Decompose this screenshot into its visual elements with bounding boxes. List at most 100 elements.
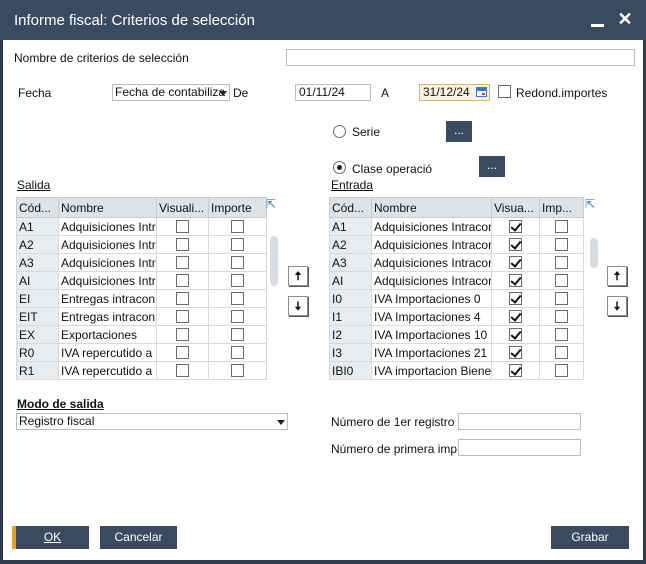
visual-checkbox[interactable] [175, 364, 189, 377]
visual-checkbox[interactable] [508, 256, 522, 269]
visual-checkbox[interactable] [175, 256, 189, 269]
clase-operacion-select-button[interactable]: ... [479, 156, 505, 177]
criteria-name-input[interactable] [286, 49, 635, 66]
visual-checkbox[interactable] [175, 292, 189, 305]
importe-checkbox[interactable] [230, 292, 244, 305]
table-row[interactable]: IBI0 IVA importacion Biene [329, 361, 584, 380]
table-row[interactable]: EX Exportaciones [16, 325, 267, 344]
expand-icon[interactable]: ⇱ [585, 197, 596, 211]
importe-checkbox[interactable] [554, 256, 568, 269]
table-row[interactable]: R1 IVA repercutido a [16, 361, 267, 380]
row-code: A3 [329, 253, 372, 272]
serie-select-button[interactable]: ... [446, 121, 472, 142]
minimize-icon[interactable] [589, 8, 607, 30]
importe-checkbox[interactable] [230, 238, 244, 251]
table-row[interactable]: A2 Adquisiciones Intracor [329, 235, 584, 254]
row-importe-cell [539, 325, 584, 344]
visual-checkbox[interactable] [508, 220, 522, 233]
move-up-button[interactable]: 🠅 [288, 266, 308, 286]
save-button[interactable]: Grabar [551, 526, 629, 549]
importe-checkbox[interactable] [554, 328, 568, 341]
importe-checkbox[interactable] [554, 238, 568, 251]
row-visual-cell [156, 361, 209, 380]
output-table-scrollbar[interactable] [270, 236, 278, 286]
calendar-icon[interactable] [476, 87, 487, 97]
table-row[interactable]: A3 Adquisiciones Intr [16, 253, 267, 272]
row-name: Entregas intracon [58, 289, 157, 308]
importe-checkbox[interactable] [230, 310, 244, 323]
output-col-code[interactable]: Cód... [16, 197, 59, 218]
first-page-input[interactable] [458, 439, 581, 456]
row-visual-cell [491, 271, 540, 290]
input-col-code[interactable]: Cód... [329, 197, 372, 218]
table-row[interactable]: EI Entregas intracon [16, 289, 267, 308]
round-amounts-checkbox[interactable] [498, 85, 511, 98]
close-icon[interactable]: ✕ [617, 9, 633, 29]
input-col-importe[interactable]: Imp... [539, 197, 584, 218]
importe-checkbox[interactable] [230, 256, 244, 269]
importe-checkbox[interactable] [230, 220, 244, 233]
table-row[interactable]: A2 Adquisiciones Intr [16, 235, 267, 254]
importe-checkbox[interactable] [554, 346, 568, 359]
output-col-visual[interactable]: Visuali... [156, 197, 209, 218]
serie-radio[interactable] [333, 125, 346, 138]
expand-icon[interactable]: ⇱ [266, 197, 277, 211]
visual-checkbox[interactable] [175, 328, 189, 341]
table-row[interactable]: A3 Adquisiciones Intracor [329, 253, 584, 272]
importe-checkbox[interactable] [554, 310, 568, 323]
visual-checkbox[interactable] [175, 310, 189, 323]
table-row[interactable]: EIT Entregas intracon [16, 307, 267, 326]
to-date-input[interactable]: 31/12/24 [419, 84, 490, 101]
table-row[interactable]: I2 IVA Importaciones 10 [329, 325, 584, 344]
visual-checkbox[interactable] [175, 238, 189, 251]
importe-checkbox[interactable] [554, 364, 568, 377]
input-table-scrollbar[interactable] [590, 238, 598, 268]
table-row[interactable]: I0 IVA Importaciones 0 [329, 289, 584, 308]
importe-checkbox[interactable] [230, 328, 244, 341]
move-up-button[interactable]: 🠅 [607, 266, 627, 286]
ok-button[interactable]: OK [12, 526, 89, 549]
table-row[interactable]: A1 Adquisiciones Intracor [329, 217, 584, 236]
row-name: Adquisiciones Intr [58, 253, 157, 272]
importe-checkbox[interactable] [554, 220, 568, 233]
table-row[interactable]: AI Adquisiciones Intracor [329, 271, 584, 290]
importe-checkbox[interactable] [554, 274, 568, 287]
visual-checkbox[interactable] [175, 274, 189, 287]
first-register-input[interactable] [458, 413, 581, 430]
table-row[interactable]: R0 IVA repercutido a [16, 343, 267, 362]
visual-checkbox[interactable] [175, 220, 189, 233]
visual-checkbox[interactable] [508, 238, 522, 251]
date-type-select[interactable]: Fecha de contabiliza [112, 84, 230, 101]
table-row[interactable]: A1 Adquisiciones Intr [16, 217, 267, 236]
visual-checkbox[interactable] [508, 364, 522, 377]
row-visual-cell [491, 343, 540, 362]
move-down-button[interactable]: 🠇 [288, 296, 308, 316]
output-mode-select[interactable]: Registro fiscal [16, 413, 288, 430]
row-code: EI [16, 289, 59, 308]
importe-checkbox[interactable] [554, 292, 568, 305]
visual-checkbox[interactable] [508, 292, 522, 305]
table-row[interactable]: AI Adquisiciones Intr [16, 271, 267, 290]
row-name: Adquisiciones Intracor [371, 271, 492, 290]
importe-checkbox[interactable] [230, 364, 244, 377]
clase-operacion-radio[interactable] [333, 161, 346, 174]
visual-checkbox[interactable] [508, 328, 522, 341]
visual-checkbox[interactable] [508, 346, 522, 359]
table-row[interactable]: I1 IVA Importaciones 4 [329, 307, 584, 326]
cancel-button[interactable]: Cancelar [100, 526, 177, 549]
row-code: EIT [16, 307, 59, 326]
importe-checkbox[interactable] [230, 346, 244, 359]
table-row[interactable]: I3 IVA Importaciones 21 [329, 343, 584, 362]
importe-checkbox[interactable] [230, 274, 244, 287]
visual-checkbox[interactable] [175, 346, 189, 359]
row-code: R1 [16, 361, 59, 380]
visual-checkbox[interactable] [508, 274, 522, 287]
row-name: Adquisiciones Intracor [371, 253, 492, 272]
input-col-visual[interactable]: Visua... [491, 197, 540, 218]
output-col-name[interactable]: Nombre [58, 197, 157, 218]
from-date-input[interactable]: 01/11/24 [295, 84, 371, 101]
move-down-button[interactable]: 🠇 [607, 296, 627, 316]
output-col-importe[interactable]: Importe [208, 197, 267, 218]
input-col-name[interactable]: Nombre [371, 197, 492, 218]
visual-checkbox[interactable] [508, 310, 522, 323]
